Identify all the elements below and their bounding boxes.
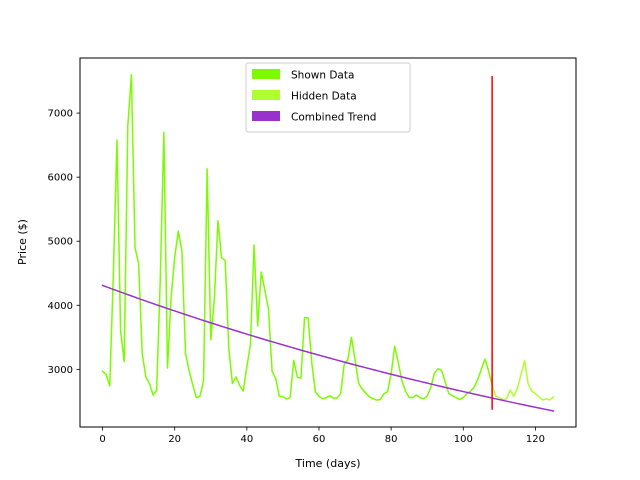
y-tick-label: 4000 bbox=[48, 301, 73, 312]
series-line-combined-trend bbox=[101, 284, 555, 412]
legend-swatch bbox=[252, 111, 280, 121]
y-tick-label: 5000 bbox=[48, 237, 73, 248]
x-tick-label: 20 bbox=[168, 434, 181, 445]
legend-label: Combined Trend bbox=[291, 112, 376, 124]
plot-frame bbox=[79, 57, 577, 428]
x-tick-label: 100 bbox=[454, 434, 473, 445]
x-tick-label: 80 bbox=[385, 434, 398, 445]
x-tick-label: 0 bbox=[99, 434, 105, 445]
y-tick-label: 7000 bbox=[48, 109, 73, 120]
x-tick-label: 40 bbox=[240, 434, 253, 445]
y-tick-label: 6000 bbox=[48, 173, 73, 184]
legend-label: Hidden Data bbox=[291, 91, 357, 103]
y-tick-label: 3000 bbox=[48, 365, 73, 376]
y-axis-title: Price ($) bbox=[16, 219, 29, 265]
legend: Shown Data Hidden Data Combined Trend bbox=[245, 62, 411, 133]
y-axis: 3000 4000 5000 6000 7000 bbox=[48, 109, 80, 376]
x-tick-label: 60 bbox=[313, 434, 326, 445]
series-layer bbox=[101, 73, 555, 412]
legend-box bbox=[245, 62, 411, 133]
legend-swatch bbox=[252, 69, 280, 79]
legend-swatch bbox=[252, 90, 280, 100]
x-axis: 0 20 40 60 80 100 120 bbox=[99, 427, 545, 445]
series-line-hidden-data bbox=[491, 359, 555, 401]
x-axis-title: Time (days) bbox=[295, 457, 361, 470]
legend-label: Shown Data bbox=[291, 70, 354, 82]
series-line-shown-data bbox=[101, 73, 494, 401]
x-tick-label: 120 bbox=[526, 434, 545, 445]
